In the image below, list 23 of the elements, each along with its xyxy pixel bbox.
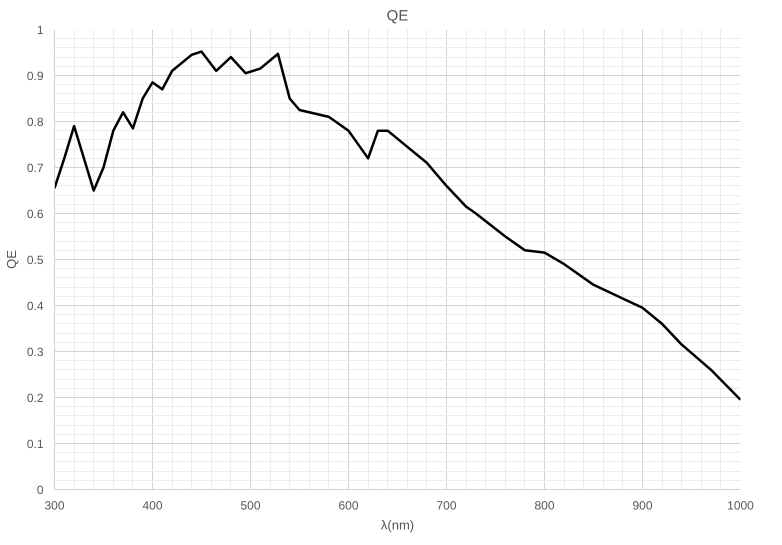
x-axis-title: λ(nm): [380, 518, 414, 532]
y-tick-label: 0.6: [26, 207, 44, 221]
y-tick-label: 0.4: [26, 299, 44, 313]
y-tick-label: 1: [36, 23, 44, 37]
y-tick-label: 0.5: [26, 253, 44, 267]
x-tick-label: 800: [534, 498, 555, 512]
line-series: [54, 50, 740, 402]
x-tick-label: 1000: [727, 498, 754, 512]
y-tick-label: 0.1: [26, 437, 44, 451]
x-tick-label: 500: [240, 498, 261, 512]
y-tick-label: 0: [36, 483, 44, 497]
y-tick-label: 0.8: [26, 115, 44, 129]
x-tick-label: 700: [436, 498, 457, 512]
y-tick-label: 0.2: [26, 391, 44, 405]
x-tick-label: 900: [632, 498, 653, 512]
x-tick-label: 600: [338, 498, 359, 512]
y-tick-label: 0.7: [26, 161, 44, 175]
y-axis-title: QE: [4, 250, 19, 269]
chart-title: QE: [386, 8, 408, 24]
y-tick-label: 0.3: [26, 345, 44, 359]
x-tick-label: 300: [44, 498, 65, 512]
x-tick-label: 400: [142, 498, 163, 512]
y-tick-label: 0.9: [26, 69, 44, 83]
